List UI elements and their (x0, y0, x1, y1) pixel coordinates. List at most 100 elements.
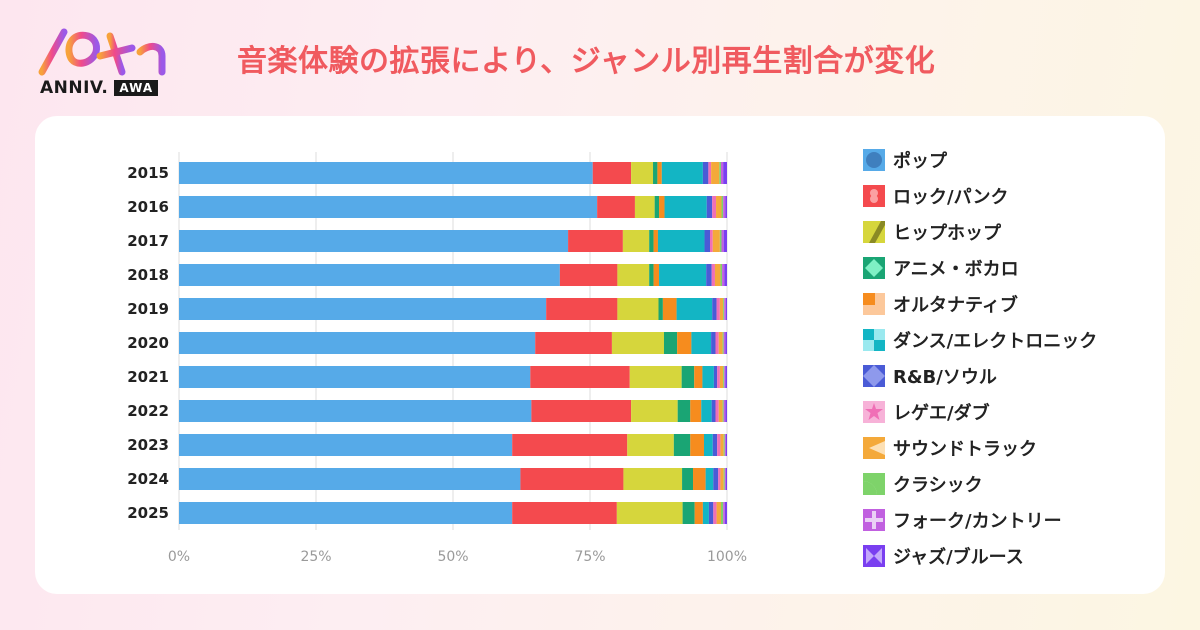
legend-label: クラシック (893, 475, 983, 496)
legend-swatch-icon (863, 257, 885, 279)
legend-label: ダンス/エレクトロニック (893, 331, 1098, 352)
bar-segment-2020-2 (611, 332, 664, 354)
x-tick-label: 75% (574, 549, 605, 565)
bar-segment-2017-4 (653, 230, 658, 252)
bar-segment-2020-3 (663, 332, 678, 354)
bar-segment-2017-9 (719, 230, 722, 252)
bar-segment-2017-2 (622, 230, 650, 252)
bar-segment-2024-3 (682, 468, 694, 490)
legend-swatch-icon (863, 545, 885, 567)
legend-item: R&B/ソウル (863, 358, 1097, 394)
bar-segment-2016-9 (721, 196, 724, 218)
bar-segment-2018-0 (179, 264, 560, 286)
bar-segment-2019-5 (676, 298, 713, 320)
bar-segment-2018-10 (722, 264, 725, 286)
bar-segment-2016-11 (725, 196, 727, 218)
bar-segment-2025-3 (682, 502, 695, 524)
bar-segment-2019-9 (723, 298, 725, 320)
legend-label: ポップ (893, 151, 947, 172)
bar-segment-2025-7 (713, 502, 717, 524)
bar-segment-2017-5 (657, 230, 705, 252)
bar-segment-2025-10 (723, 502, 725, 524)
bar-segment-2020-6 (711, 332, 716, 354)
bar-segment-2024-11 (725, 468, 727, 490)
bar-segment-2022-10 (723, 400, 726, 422)
legend-swatch-icon (863, 365, 885, 387)
bar-segment-2016-4 (659, 196, 665, 218)
bar-segment-2019-8 (719, 298, 724, 320)
legend-label: オルタナティブ (893, 295, 1018, 316)
legend-item: ジャズ/ブルース (863, 538, 1097, 574)
bar-segment-2015-0 (179, 162, 593, 184)
bar-segment-2024-2 (623, 468, 683, 490)
legend-item: ポップ (863, 142, 1097, 178)
bar-segment-2018-4 (653, 264, 660, 286)
bar-segment-2020-10 (723, 332, 726, 354)
bar-segment-2020-9 (722, 332, 724, 354)
x-tick-label: 50% (437, 549, 468, 565)
legend-swatch-icon (863, 329, 885, 351)
y-category-label: 2025 (127, 504, 169, 522)
bar-segment-2024-10 (724, 468, 726, 490)
bar-segment-2018-7 (711, 264, 715, 286)
bar-segment-2018-2 (617, 264, 650, 286)
bar-segment-2019-4 (662, 298, 677, 320)
y-category-label: 2015 (127, 164, 169, 182)
bar-segment-2018-5 (659, 264, 707, 286)
bar-segment-2020-5 (691, 332, 712, 354)
bar-segment-2016-10 (723, 196, 726, 218)
bar-segment-2021-5 (702, 366, 714, 388)
bar-segment-2015-8 (711, 162, 720, 184)
legend-swatch-icon (863, 149, 885, 171)
legend-label: ヒップホップ (893, 223, 1001, 244)
bar-segment-2025-4 (694, 502, 703, 524)
y-category-label: 2023 (127, 436, 169, 454)
bar-segment-2023-10 (724, 434, 726, 456)
bar-segment-2016-3 (654, 196, 660, 218)
bar-segment-2015-4 (657, 162, 662, 184)
bar-segment-2021-7 (717, 366, 720, 388)
bar-segment-2020-1 (535, 332, 612, 354)
legend-item: ヒップホップ (863, 214, 1097, 250)
y-category-label: 2018 (127, 266, 169, 284)
legend-item: ロック/パンク (863, 178, 1097, 214)
bar-segment-2018-11 (724, 264, 727, 286)
bar-segment-2024-5 (705, 468, 714, 490)
bar-segment-2015-10 (720, 162, 724, 184)
logo-anniv-text: ANNIV. (40, 78, 109, 98)
bar-segment-2015-7 (708, 162, 712, 184)
labels-layer: 0% 25% 50% 75% 100% 2015 2016 2017 2018 2019 2020 2… (127, 164, 747, 565)
bar-segment-2022-1 (531, 400, 632, 422)
bar-segment-2017-1 (568, 230, 623, 252)
legend-label: レゲエ/ダブ (893, 403, 990, 424)
bar-segment-2021-1 (530, 366, 630, 388)
bar-segment-2023-6 (712, 434, 718, 456)
bar-segment-2017-0 (179, 230, 569, 252)
bar-segment-2023-2 (627, 434, 674, 456)
bar-segment-2020-11 (725, 332, 727, 354)
y-category-label: 2022 (127, 402, 169, 420)
legend-label: ジャズ/ブルース (893, 547, 1024, 568)
y-category-label: 2016 (127, 198, 169, 216)
bar-segment-2023-0 (179, 434, 513, 456)
awa-10th-anniversary-logo: ANNIV. AWA (36, 22, 186, 102)
x-tick-label: 25% (300, 549, 331, 565)
y-category-label: 2019 (127, 300, 169, 318)
bar-segment-2025-6 (708, 502, 714, 524)
legend-swatch-icon (863, 221, 885, 243)
bar-segment-2023-11 (725, 434, 727, 456)
bar-segment-2021-0 (179, 366, 531, 388)
legend-item: サウンドトラック (863, 430, 1097, 466)
legend-swatch-icon (863, 185, 885, 207)
chart-legend: ポップロック/パンクヒップホップアニメ・ボカロオルタナティブダンス/エレクトロニ… (863, 142, 1097, 574)
bar-segment-2018-9 (720, 264, 723, 286)
bar-segment-2023-5 (703, 434, 713, 456)
x-tick-label: 0% (168, 549, 190, 565)
bar-segment-2022-6 (711, 400, 716, 422)
legend-label: サウンドトラック (893, 439, 1037, 460)
legend-item: アニメ・ボカロ (863, 250, 1097, 286)
y-category-label: 2021 (127, 368, 169, 386)
bar-segment-2025-9 (720, 502, 724, 524)
bar-segment-2018-8 (714, 264, 721, 286)
